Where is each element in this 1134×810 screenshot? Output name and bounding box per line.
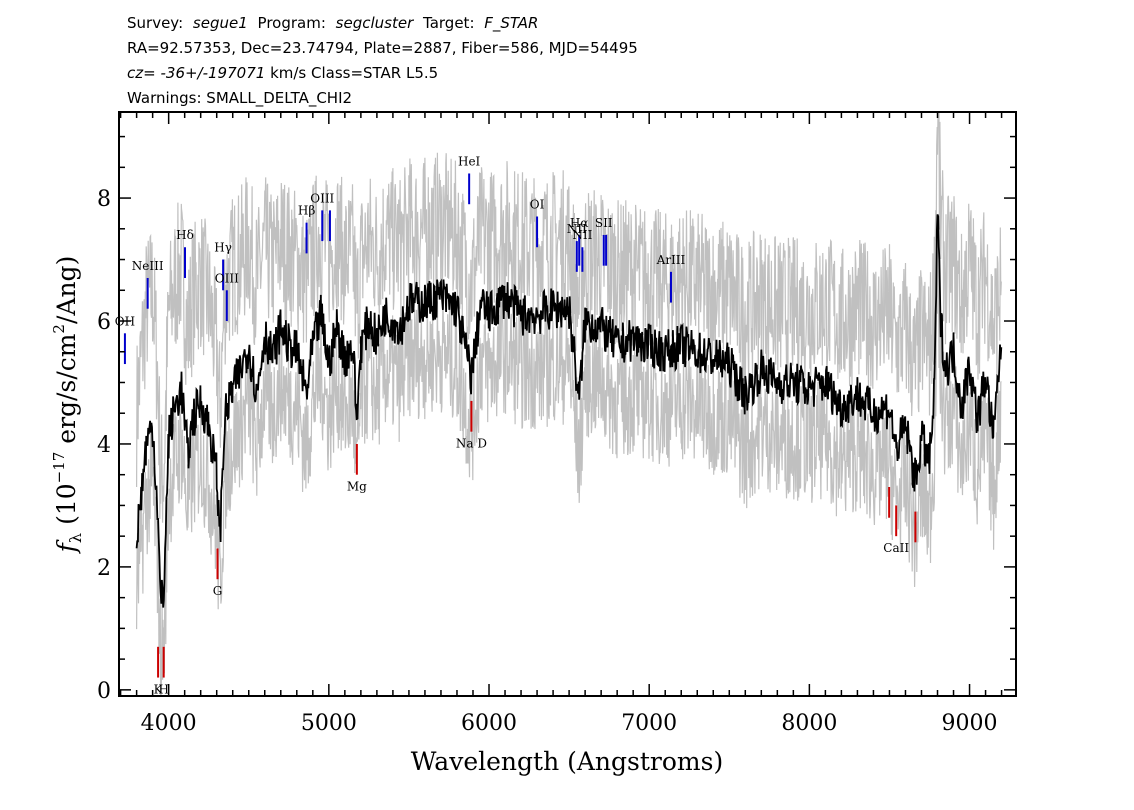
header-line-4: Warnings: SMALL_DELTA_CHI2: [127, 89, 352, 108]
x-tick-label: 9000: [942, 711, 998, 736]
emission-line-label: OIII: [310, 191, 334, 205]
header-line-3: cz= -36+/-197071 km/s Class=STAR L5.5: [127, 64, 438, 82]
y-label-end: /Ang): [52, 256, 81, 324]
emission-line-label: NII: [572, 228, 592, 242]
absorption-line-label: CaII: [883, 541, 909, 555]
x-tick-label: 4000: [141, 711, 197, 736]
absorption-line-label: Mg: [347, 480, 367, 494]
series-noise-envelope: [136, 112, 1002, 523]
emission-line-label: ArIII: [656, 253, 686, 267]
absorption-line-label: H: [158, 683, 168, 697]
y-axis-label: fλ (10−17 erg/s/cm2/Ang): [50, 256, 85, 555]
emission-line-label: Hα: [570, 216, 589, 230]
y-label-mid: (10: [52, 483, 81, 525]
emission-line-label: Hβ: [298, 204, 315, 218]
y-tick-label: 0: [97, 679, 111, 704]
cz-label: cz=: [127, 64, 156, 82]
survey-value: segue1: [193, 14, 248, 32]
header-line-1: Survey: segue1 Program: segcluster Targe…: [127, 14, 538, 33]
emission-line-label: SII: [595, 216, 613, 230]
axes: 4000 5000 6000 7000 8000 9000 0 2 4 6 8: [97, 112, 1016, 736]
y-label-sub: λ: [66, 533, 85, 543]
emission-line-label: HeI: [458, 154, 481, 168]
y-label-exp2: 2: [50, 324, 68, 334]
target-value: F_STAR: [484, 14, 538, 33]
program-value: segcluster: [336, 14, 414, 32]
plot-area: OHNeIIIHδHγOIIIHβOIIIHeIOINIIHαNIISIIArI…: [115, 112, 1003, 697]
survey-label: Survey:: [127, 14, 183, 32]
emission-line-label: OI: [530, 198, 545, 212]
class-text: km/s Class=STAR L5.5: [270, 64, 438, 82]
series-flux: [135, 214, 1003, 608]
x-tick-label: 5000: [301, 711, 357, 736]
x-tick-label: 8000: [781, 711, 837, 736]
y-tick-label: 8: [97, 187, 111, 212]
emission-line-label: NeIII: [132, 259, 164, 273]
emission-line-label: Hγ: [214, 241, 232, 255]
header-line-2: RA=92.57353, Dec=23.74794, Plate=2887, F…: [127, 39, 638, 57]
absorption-line-label: G: [213, 584, 223, 598]
y-tick-label: 6: [97, 310, 111, 335]
target-label: Target:: [422, 14, 474, 32]
x-tick-label: 6000: [461, 711, 517, 736]
x-tick-label: 7000: [621, 711, 677, 736]
emission-line-label: OIII: [215, 271, 239, 285]
y-label-rest: erg/s/cm: [52, 333, 81, 443]
absorption-line-label: K: [154, 683, 164, 697]
y-label-f: f: [52, 539, 81, 554]
y-tick-label: 4: [97, 433, 111, 458]
x-axis-label: Wavelength (Angstroms): [411, 747, 723, 776]
plot-frame: [118, 111, 1017, 697]
program-label: Program:: [258, 14, 326, 32]
cz-value: -36+/-197071: [160, 64, 265, 82]
header: Survey: segue1 Program: segcluster Targe…: [127, 14, 638, 108]
emission-line-label: Hδ: [176, 228, 194, 242]
absorption-line-label: Na D: [456, 437, 487, 451]
series-noise-envelope-lower: [136, 221, 1002, 696]
y-label-exp: −17: [50, 452, 68, 484]
y-tick-label: 2: [97, 556, 111, 581]
emission-line-label: NII: [567, 222, 587, 236]
